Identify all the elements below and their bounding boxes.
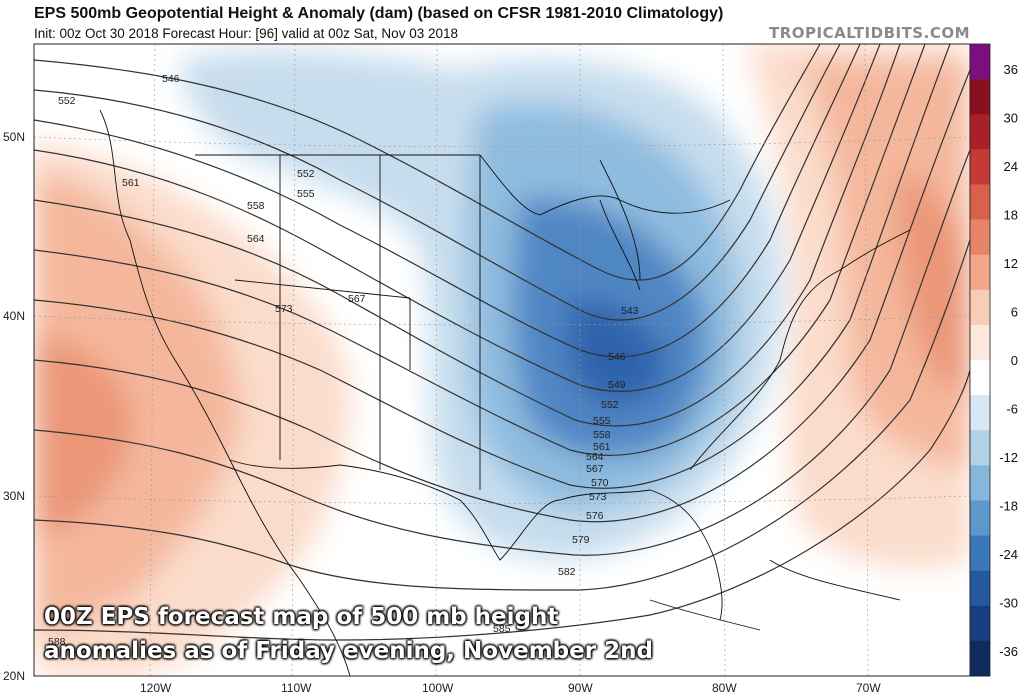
colorbar-tick-label: -30 bbox=[999, 596, 1018, 611]
contour-label-564: 564 bbox=[586, 451, 604, 463]
colorbar-swatch bbox=[970, 570, 990, 607]
contour-label-567: 567 bbox=[586, 463, 604, 475]
lon-label-100w: 100W bbox=[422, 681, 454, 695]
colorbar-swatch bbox=[970, 640, 990, 677]
contour-label-582: 582 bbox=[558, 566, 576, 578]
contour-label-552: 552 bbox=[297, 168, 315, 180]
colorbar-swatch bbox=[970, 114, 990, 150]
contour-label-561: 561 bbox=[593, 441, 611, 453]
colorbar-swatch bbox=[970, 289, 990, 326]
colorbar-tick-label: 6 bbox=[1011, 305, 1018, 320]
contour-label-552: 552 bbox=[58, 95, 76, 107]
lat-label-40n: 40N bbox=[3, 309, 25, 323]
negative-anomaly-central bbox=[180, 50, 782, 561]
colorbar: 36 30 24 18 12 6 0 -6 -12 -18 -24 -30 -36 bbox=[969, 43, 1018, 677]
colorbar-swatch bbox=[970, 219, 990, 256]
lon-label-80w: 80W bbox=[712, 681, 737, 695]
colorbar-tick-label: -6 bbox=[1006, 402, 1018, 417]
contour-label-558: 558 bbox=[593, 429, 611, 441]
colorbar-tick-label: 24 bbox=[1004, 159, 1018, 174]
colorbar-swatch bbox=[970, 44, 990, 80]
contour-label-546: 546 bbox=[162, 73, 180, 85]
colorbar-tick-label: -12 bbox=[999, 450, 1018, 465]
colorbar-swatch bbox=[970, 465, 990, 501]
colorbar-tick-label: -36 bbox=[999, 644, 1018, 659]
watermark: TROPICALTIDBITS.COM bbox=[769, 24, 970, 42]
colorbar-swatch bbox=[970, 535, 990, 572]
colorbar-swatch bbox=[970, 324, 990, 361]
lon-label-70w: 70W bbox=[856, 681, 881, 695]
contour-label-558: 558 bbox=[247, 200, 265, 212]
contour-label-552: 552 bbox=[601, 399, 619, 411]
map-subtitle: Init: 00z Oct 30 2018 Forecast Hour: [96… bbox=[34, 26, 458, 41]
contour-label-573: 573 bbox=[589, 491, 607, 503]
colorbar-frame bbox=[969, 43, 991, 677]
colorbar-swatch bbox=[970, 149, 990, 185]
lon-label-110w: 110W bbox=[281, 681, 312, 695]
longitude-labels: 120W 110W 100W 90W 80W 70W bbox=[140, 681, 881, 695]
colorbar-swatch bbox=[970, 360, 990, 396]
contour-label-576: 576 bbox=[586, 510, 604, 522]
graticule bbox=[34, 44, 970, 676]
colorbar-tick-label: -24 bbox=[999, 547, 1018, 562]
lat-label-50n: 50N bbox=[3, 130, 25, 144]
colorbar-swatch bbox=[970, 500, 990, 537]
contour-label-555: 555 bbox=[297, 188, 315, 200]
contour-label-561: 561 bbox=[122, 177, 140, 189]
contour-label-546: 546 bbox=[608, 351, 626, 363]
caption-line-2: anomalies as of Friday evening, November… bbox=[44, 638, 653, 664]
contour-label-543: 543 bbox=[621, 305, 639, 317]
lon-label-90w: 90W bbox=[568, 681, 593, 695]
colorbar-tick-label: 0 bbox=[1011, 353, 1018, 368]
positive-anomaly-east bbox=[745, 44, 970, 568]
caption: 00Z EPS forecast map of 500 mb height an… bbox=[44, 600, 653, 668]
coastlines bbox=[99, 109, 911, 676]
colorbar-swatch bbox=[970, 430, 990, 466]
contour-label-585: 585 bbox=[493, 623, 511, 635]
lat-label-20n: 20N bbox=[3, 669, 25, 683]
lat-label-30n: 30N bbox=[3, 489, 25, 503]
contour-label-567: 567 bbox=[348, 293, 366, 305]
colorbar-swatch bbox=[970, 605, 990, 642]
colorbar-tick-label: 36 bbox=[1004, 62, 1018, 77]
map-title: EPS 500mb Geopotential Height & Anomaly … bbox=[34, 5, 724, 22]
caption-line-1: 00Z EPS forecast map of 500 mb height bbox=[44, 604, 559, 630]
colorbar-tick-label: 18 bbox=[1004, 208, 1018, 223]
contour-label-549: 549 bbox=[608, 379, 626, 391]
colorbar-swatch bbox=[970, 254, 990, 291]
colorbar-swatch bbox=[970, 395, 990, 431]
latitude-labels: 50N 40N 30N 20N bbox=[3, 130, 25, 683]
map-panel bbox=[34, 44, 970, 676]
contour-label-564: 564 bbox=[247, 233, 265, 245]
colorbar-tick-label: 12 bbox=[1004, 256, 1018, 271]
colorbar-swatch bbox=[970, 184, 990, 221]
positive-anomaly-west bbox=[34, 140, 350, 676]
contour-label-579: 579 bbox=[572, 534, 590, 546]
colorbar-tick-label: -18 bbox=[999, 499, 1018, 514]
height-contours bbox=[34, 44, 970, 641]
colorbar-tick-label: 30 bbox=[1004, 111, 1018, 126]
lon-label-120w: 120W bbox=[140, 681, 172, 695]
contour-label-555: 555 bbox=[593, 415, 611, 427]
contour-label-570: 570 bbox=[591, 477, 609, 489]
contour-label-588: 588 bbox=[48, 636, 66, 648]
colorbar-swatch bbox=[970, 79, 990, 115]
contour-label-573: 573 bbox=[275, 303, 293, 315]
